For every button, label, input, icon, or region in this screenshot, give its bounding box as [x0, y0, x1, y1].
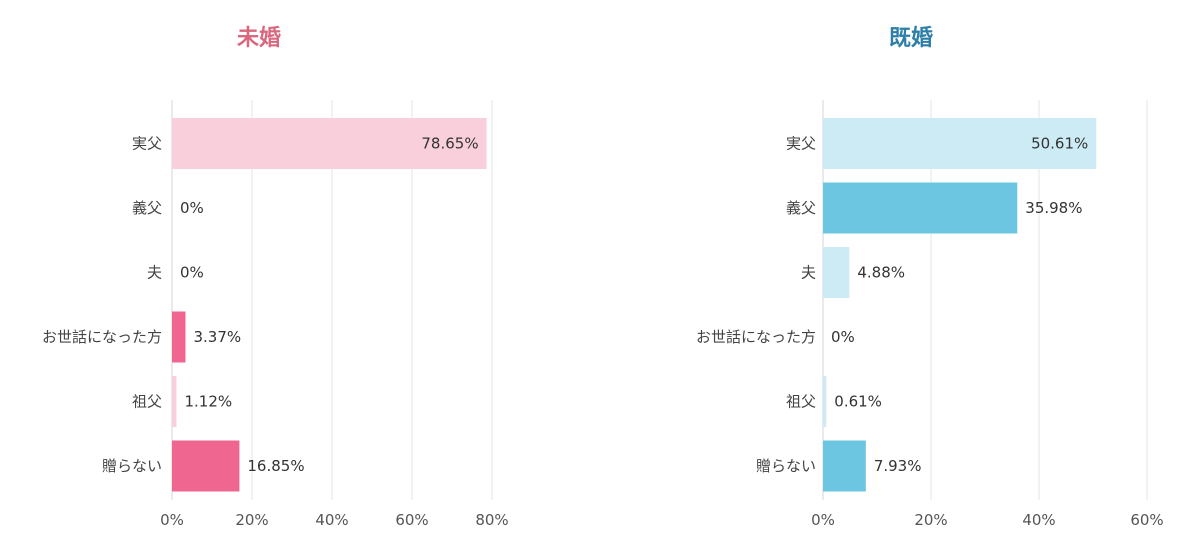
- value-label: 50.61%: [1031, 135, 1088, 153]
- category-label: 義父: [786, 199, 816, 217]
- bar: [823, 440, 866, 492]
- category-label: 実父: [786, 135, 816, 153]
- x-tick-label: 40%: [315, 511, 348, 529]
- bar: [823, 376, 827, 427]
- bar: [172, 376, 177, 427]
- bar: [172, 440, 240, 492]
- labels: 0% 20% 40% 60% 80% 実父 78.65% 義父 0% 夫 0% お世話になった方 3.3…: [42, 135, 509, 530]
- category-label: 祖父: [132, 393, 162, 411]
- value-label: 3.37%: [193, 328, 241, 346]
- x-tick-label: 20%: [235, 511, 268, 529]
- x-tick-label: 0%: [160, 511, 184, 529]
- value-label: 0%: [180, 264, 204, 282]
- x-tick-label: 0%: [811, 511, 835, 529]
- category-label: 実父: [132, 135, 162, 153]
- chart-married: 既婚 0% 20% 40% 60% 実父 50.61% 義父 35.98% 夫 4.88% お世話に…: [696, 25, 1164, 529]
- value-label: 0%: [831, 328, 855, 346]
- category-label: お世話になった方: [42, 328, 162, 346]
- category-label: 贈らない: [102, 457, 162, 475]
- category-label: 祖父: [786, 393, 816, 411]
- chart-unmarried: 未婚 0% 20% 40% 60% 80% 実父 78.65% 義父 0% 夫 0% お世話になった方…: [42, 25, 509, 529]
- category-label: お世話になった方: [696, 328, 816, 346]
- x-tick-label: 80%: [475, 511, 508, 529]
- category-label: 贈らない: [756, 457, 816, 475]
- x-tick-label: 40%: [1022, 511, 1055, 529]
- labels: 0% 20% 40% 60% 実父 50.61% 義父 35.98% 夫 4.88% お世話になった…: [696, 135, 1164, 530]
- value-label: 7.93%: [874, 457, 922, 475]
- bar: [172, 118, 487, 169]
- x-tick-label: 20%: [914, 511, 947, 529]
- value-label: 35.98%: [1025, 199, 1082, 217]
- value-label: 1.12%: [184, 393, 232, 411]
- category-label: 義父: [132, 199, 162, 217]
- chart-title-married: 既婚: [889, 25, 933, 51]
- category-label: 夫: [147, 264, 162, 282]
- x-tick-label: 60%: [1130, 511, 1163, 529]
- value-label: 78.65%: [421, 135, 478, 153]
- bar: [823, 118, 1097, 169]
- value-label: 4.88%: [857, 264, 905, 282]
- bar: [172, 311, 186, 363]
- value-label: 16.85%: [247, 457, 304, 475]
- bars: [823, 118, 1097, 492]
- bars: [172, 118, 487, 492]
- x-tick-label: 60%: [395, 511, 428, 529]
- bar: [823, 182, 1018, 234]
- bar: [823, 247, 850, 298]
- category-label: 夫: [801, 264, 816, 282]
- value-label: 0%: [180, 199, 204, 217]
- value-label: 0.61%: [834, 393, 882, 411]
- chart-title-unmarried: 未婚: [237, 25, 281, 51]
